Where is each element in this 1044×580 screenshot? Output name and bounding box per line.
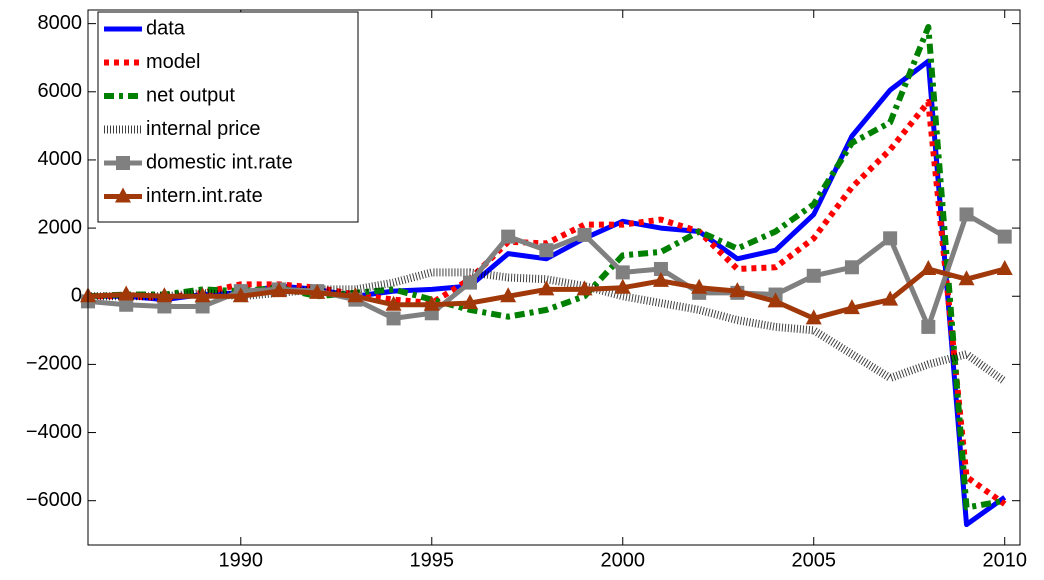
series-marker <box>920 259 937 275</box>
series-marker <box>501 229 516 244</box>
series-marker <box>119 297 134 312</box>
series-marker <box>347 287 364 303</box>
y-tick-label: 2000 <box>38 216 83 238</box>
series-marker <box>270 282 287 298</box>
series-marker <box>729 282 746 298</box>
series-marker <box>462 275 477 290</box>
x-tick-label: 2000 <box>601 549 646 571</box>
series-marker <box>423 295 440 311</box>
series-marker <box>577 227 592 242</box>
series-marker <box>500 287 517 303</box>
series-marker <box>156 287 173 303</box>
series-marker <box>996 259 1013 275</box>
series-marker <box>806 268 821 283</box>
series-marker <box>385 295 402 311</box>
series-marker <box>157 299 172 314</box>
series-marker <box>997 229 1012 244</box>
y-tick-label: −2000 <box>26 353 82 375</box>
series-marker <box>883 231 898 246</box>
series-marker <box>844 260 859 275</box>
series-marker <box>805 309 822 325</box>
y-tick-label: 8000 <box>38 12 83 34</box>
y-tick-label: −6000 <box>26 489 82 511</box>
legend-label: model <box>146 51 200 73</box>
series-marker <box>921 319 936 334</box>
legend-marker <box>116 156 130 170</box>
x-tick-label: 2005 <box>791 549 836 571</box>
series-marker <box>767 292 784 308</box>
series-marker <box>959 207 974 222</box>
series-marker <box>386 311 401 326</box>
legend-label: domestic int.rate <box>146 151 293 173</box>
legend-marker <box>115 187 131 203</box>
series-marker <box>118 285 135 301</box>
series-marker <box>958 270 975 286</box>
legend-label: intern.int.rate <box>146 185 263 207</box>
series-marker <box>232 287 249 303</box>
legend-label: net output <box>146 84 235 106</box>
y-tick-label: 6000 <box>38 80 83 102</box>
series-marker <box>195 299 210 314</box>
series-marker <box>691 278 708 294</box>
axes-box <box>87 9 1021 546</box>
series-marker <box>539 243 554 258</box>
legend-box <box>97 11 359 223</box>
series-marker <box>309 283 326 299</box>
series-marker <box>538 280 555 296</box>
series-marker <box>461 294 478 310</box>
series-marker <box>882 290 899 306</box>
series-marker <box>614 278 631 294</box>
legend-label: internal price <box>146 118 261 140</box>
series-marker <box>652 271 669 287</box>
y-tick-label: 4000 <box>38 148 83 170</box>
series-marker <box>194 287 211 303</box>
x-tick-label: 2010 <box>982 549 1027 571</box>
series-marker <box>576 280 593 296</box>
legend-label: data <box>146 17 186 39</box>
x-tick-label: 1990 <box>219 549 264 571</box>
series-marker <box>843 299 860 315</box>
y-tick-label: −4000 <box>26 421 82 443</box>
series-marker <box>615 265 630 280</box>
y-tick-label: 0 <box>71 285 82 307</box>
series-marker <box>653 261 668 276</box>
x-tick-label: 1995 <box>410 549 455 571</box>
